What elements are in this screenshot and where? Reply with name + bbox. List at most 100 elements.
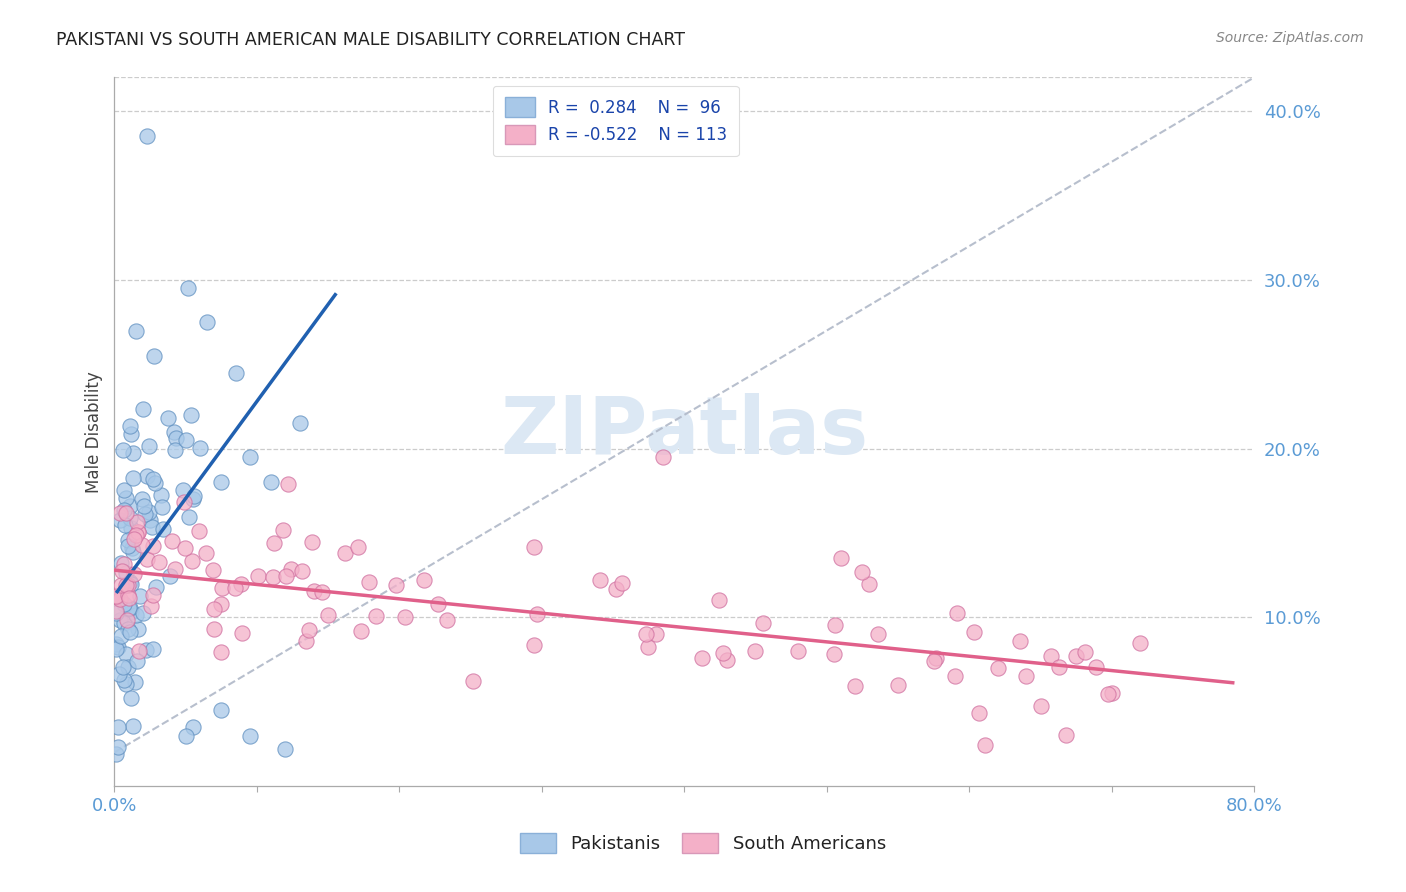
Point bbox=[224, 581, 246, 595]
Point bbox=[637, 640, 659, 655]
Point bbox=[202, 622, 225, 636]
Point bbox=[127, 524, 149, 539]
Point bbox=[139, 513, 162, 527]
Point bbox=[177, 510, 200, 524]
Point bbox=[271, 523, 294, 537]
Point bbox=[394, 609, 416, 624]
Point bbox=[115, 578, 138, 592]
Point bbox=[138, 505, 160, 519]
Point bbox=[274, 568, 297, 582]
Point bbox=[262, 570, 284, 584]
Legend: R =  0.284    N =  96, R = -0.522    N = 113: R = 0.284 N = 96, R = -0.522 N = 113 bbox=[494, 86, 738, 156]
Point bbox=[111, 660, 134, 674]
Point bbox=[118, 601, 141, 615]
Point bbox=[211, 581, 233, 595]
Point bbox=[887, 678, 910, 692]
Point bbox=[280, 562, 302, 576]
Point bbox=[128, 644, 150, 658]
Point bbox=[156, 410, 179, 425]
Point bbox=[744, 644, 766, 658]
Point bbox=[364, 608, 387, 623]
Point bbox=[129, 589, 152, 603]
Point bbox=[104, 604, 127, 618]
Point bbox=[108, 506, 131, 520]
Point bbox=[142, 588, 165, 602]
Point bbox=[135, 642, 157, 657]
Point bbox=[120, 577, 142, 591]
Point bbox=[1008, 634, 1031, 648]
Point bbox=[1101, 686, 1123, 700]
Point bbox=[122, 446, 145, 460]
Point bbox=[709, 593, 731, 607]
Point bbox=[104, 747, 127, 762]
Point bbox=[610, 575, 633, 590]
Point bbox=[173, 495, 195, 509]
Point bbox=[922, 654, 945, 668]
Point bbox=[181, 492, 204, 507]
Point bbox=[297, 624, 319, 638]
Point bbox=[868, 626, 890, 640]
Point bbox=[1047, 660, 1070, 674]
Text: Source: ZipAtlas.com: Source: ZipAtlas.com bbox=[1216, 31, 1364, 45]
Point bbox=[152, 522, 174, 536]
Point bbox=[117, 588, 139, 602]
Point bbox=[209, 645, 232, 659]
Point bbox=[1085, 660, 1108, 674]
Point bbox=[120, 691, 142, 706]
Point bbox=[110, 556, 132, 570]
Point bbox=[125, 528, 148, 542]
Point bbox=[115, 491, 138, 505]
Point bbox=[202, 601, 225, 615]
Point bbox=[526, 607, 548, 621]
Point bbox=[260, 475, 283, 490]
Point bbox=[202, 563, 225, 577]
Point bbox=[104, 589, 127, 603]
Point bbox=[115, 613, 138, 627]
Point bbox=[165, 561, 187, 575]
Point bbox=[1074, 645, 1097, 659]
Point bbox=[127, 622, 149, 636]
Point bbox=[316, 608, 339, 623]
Point bbox=[174, 729, 197, 743]
Point bbox=[122, 544, 145, 558]
Point bbox=[276, 477, 298, 491]
Point bbox=[644, 627, 666, 641]
Point bbox=[974, 739, 997, 753]
Point bbox=[335, 546, 357, 560]
Point bbox=[165, 443, 187, 458]
Point bbox=[690, 651, 713, 665]
Point bbox=[142, 641, 165, 656]
Point bbox=[350, 624, 373, 638]
Point bbox=[174, 434, 197, 448]
Point bbox=[209, 475, 232, 490]
Point bbox=[114, 517, 136, 532]
Point bbox=[115, 566, 138, 580]
Point bbox=[121, 541, 143, 555]
Point bbox=[117, 660, 139, 674]
Point bbox=[246, 569, 269, 583]
Point bbox=[112, 503, 135, 517]
Point bbox=[104, 641, 127, 656]
Point bbox=[136, 469, 159, 483]
Point bbox=[136, 129, 159, 144]
Point bbox=[115, 677, 138, 691]
Point bbox=[127, 515, 149, 529]
Point bbox=[114, 506, 136, 520]
Point bbox=[311, 584, 333, 599]
Point bbox=[231, 626, 253, 640]
Point bbox=[112, 598, 135, 612]
Point bbox=[117, 539, 139, 553]
Point bbox=[120, 521, 142, 535]
Point bbox=[122, 471, 145, 485]
Point bbox=[436, 614, 458, 628]
Point bbox=[858, 576, 880, 591]
Point bbox=[263, 536, 285, 550]
Point bbox=[132, 402, 155, 417]
Point bbox=[224, 366, 246, 380]
Point bbox=[122, 532, 145, 546]
Point bbox=[851, 566, 873, 580]
Point bbox=[117, 622, 139, 636]
Point bbox=[107, 640, 129, 655]
Point bbox=[110, 613, 132, 627]
Point bbox=[426, 597, 449, 611]
